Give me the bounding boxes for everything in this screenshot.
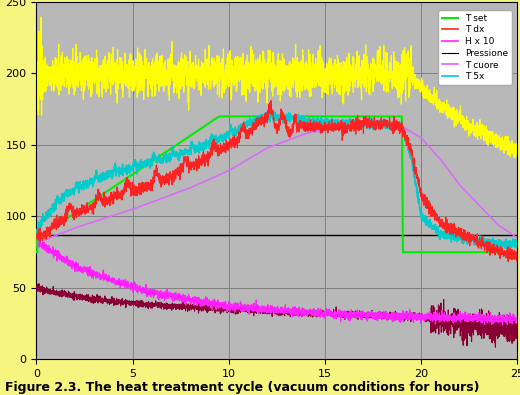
T set <box>216 114 223 119</box>
H x 10 <box>514 317 520 322</box>
H x 10 <box>218 301 224 305</box>
T dx <box>239 127 245 132</box>
T dx <box>268 98 274 103</box>
Legend: T set, T dx, H x 10, Pressione, T cuore, T 5x: T set, T dx, H x 10, Pressione, T cuore,… <box>438 10 512 85</box>
Line: T 5x: T 5x <box>36 112 517 249</box>
T dx <box>116 193 123 198</box>
T 5x <box>218 132 224 136</box>
Pressione <box>88 296 95 301</box>
T dx <box>33 235 40 240</box>
Line: T cuore: T cuore <box>36 122 517 242</box>
H x 10 <box>453 317 459 322</box>
T 5x <box>239 125 245 130</box>
Text: Figure 2.3. The heat treatment cycle (vacuum conditions for hours): Figure 2.3. The heat treatment cycle (va… <box>5 381 479 394</box>
T set <box>88 199 94 204</box>
T set <box>239 114 245 119</box>
T 5x <box>33 231 40 235</box>
Pressione <box>36 281 42 286</box>
T set <box>514 250 520 255</box>
T set <box>116 181 123 185</box>
T set <box>453 250 459 255</box>
Pressione <box>514 325 520 329</box>
T 5x <box>505 244 511 249</box>
T dx <box>453 226 459 231</box>
T dx <box>88 207 94 212</box>
Pressione <box>492 345 499 350</box>
Line: Pressione: Pressione <box>36 284 517 347</box>
T cuore <box>453 178 459 183</box>
T cuore <box>514 235 520 240</box>
H x 10 <box>33 237 40 241</box>
T 5x <box>88 179 94 183</box>
T cuore <box>360 120 367 124</box>
T dx <box>514 260 520 264</box>
H x 10 <box>499 322 505 327</box>
H x 10 <box>505 316 511 321</box>
H x 10 <box>88 269 94 274</box>
T 5x <box>453 231 459 236</box>
Line: T dx: T dx <box>36 101 517 262</box>
T 5x <box>504 247 511 252</box>
Line: T set: T set <box>36 117 517 252</box>
T cuore <box>505 229 511 234</box>
T dx <box>218 151 224 156</box>
T set <box>33 250 40 255</box>
T cuore <box>33 240 40 245</box>
Line: H x 10: H x 10 <box>36 239 517 325</box>
T cuore <box>218 172 224 177</box>
T 5x <box>116 169 123 173</box>
Pressione <box>453 309 459 314</box>
T cuore <box>239 161 245 166</box>
Pressione <box>505 330 511 335</box>
T cuore <box>116 211 123 216</box>
H x 10 <box>116 278 123 283</box>
Pressione <box>117 300 123 305</box>
Pressione <box>239 309 245 314</box>
T set <box>218 114 224 119</box>
T set <box>505 250 511 255</box>
T dx <box>514 254 520 259</box>
Pressione <box>33 283 40 288</box>
H x 10 <box>239 305 245 309</box>
Pressione <box>218 309 224 314</box>
T cuore <box>88 220 94 225</box>
T dx <box>505 245 511 249</box>
T 5x <box>269 109 276 114</box>
T 5x <box>514 241 520 246</box>
